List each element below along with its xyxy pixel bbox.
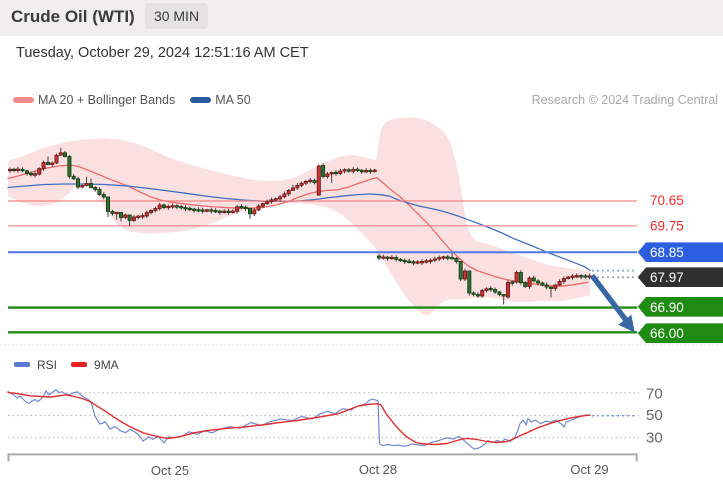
svg-text:70.65: 70.65	[650, 193, 684, 208]
svg-text:50: 50	[646, 407, 663, 424]
svg-text:67.97: 67.97	[650, 270, 684, 285]
svg-text:66.90: 66.90	[650, 300, 684, 315]
svg-text:68.85: 68.85	[650, 245, 684, 260]
svg-text:70: 70	[646, 386, 663, 403]
svg-text:Oct 25: Oct 25	[151, 463, 189, 478]
svg-text:Oct 28: Oct 28	[359, 462, 397, 477]
svg-text:69.75: 69.75	[650, 219, 684, 234]
svg-text:Oct 29: Oct 29	[570, 462, 608, 477]
svg-text:30: 30	[646, 430, 663, 447]
svg-text:66.00: 66.00	[650, 326, 684, 341]
